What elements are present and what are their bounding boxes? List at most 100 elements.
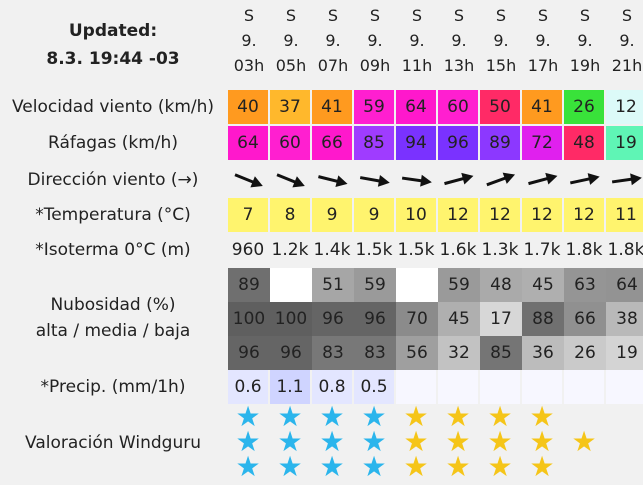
precip-cell: 0.6	[228, 370, 268, 404]
precip-cell: 1.1	[270, 370, 310, 404]
wind-speed-cell: 41	[522, 90, 562, 124]
cloud-low-cell: 96	[228, 336, 270, 370]
column-day: S	[369, 6, 381, 25]
star-icon: ★	[571, 425, 597, 458]
cloud-mid-cell: 17	[480, 302, 522, 336]
label-clouds-line1: Nubosidad (%)	[50, 295, 176, 315]
wind-direction-arrow	[564, 163, 604, 197]
cloud-high-cell	[270, 268, 312, 302]
cloud-mid-cell: 38	[606, 302, 643, 336]
label-precip: *Precip. (mm/1h)	[40, 377, 186, 397]
cloud-mid-cell: 66	[564, 302, 606, 336]
wind-speed-cell: 40	[228, 90, 268, 124]
cloud-high-cell: 63	[564, 268, 606, 302]
isotherm-cell: 1.5k	[397, 240, 435, 260]
wind-speed-cell: 60	[438, 90, 478, 124]
column-hour: 15h	[485, 56, 517, 75]
column-date: 9.	[577, 31, 593, 50]
star-icon: ★	[319, 425, 345, 458]
gust-cell: 96	[438, 126, 478, 160]
wind-speed-cell: 37	[270, 90, 310, 124]
temperature-cell: 10	[396, 198, 436, 232]
column-date: 9.	[493, 31, 509, 50]
star-icon: ★	[445, 450, 471, 483]
cloud-mid-cell: 96	[312, 302, 354, 336]
star-icon: ★	[361, 450, 387, 483]
cloud-high-cell: 89	[228, 268, 270, 302]
cloud-low-cell: 26	[564, 336, 606, 370]
column-date: 9.	[325, 31, 341, 50]
column-day: S	[327, 6, 339, 25]
wind-speed-cell: 41	[312, 90, 352, 124]
star-icon: ★	[361, 425, 387, 458]
gust-cell: 66	[312, 126, 352, 160]
column-hour: 03h	[233, 56, 265, 75]
column-day: S	[453, 6, 465, 25]
updated-block: Updated: 8.3. 19:44 -03	[0, 0, 226, 90]
temperature-cell: 12	[480, 198, 520, 232]
column-day: S	[579, 6, 591, 25]
cloud-high-cell: 64	[606, 268, 643, 302]
cloud-high-cell: 51	[312, 268, 354, 302]
cloud-low-cell: 83	[354, 336, 396, 370]
wind-direction-arrow	[522, 163, 562, 197]
temperature-cell: 12	[522, 198, 562, 232]
column-day: S	[243, 6, 255, 25]
cloud-mid-cell: 88	[522, 302, 564, 336]
precip-cell	[522, 370, 562, 404]
temperature-cell: 7	[228, 198, 268, 232]
cloud-high-cell: 59	[354, 268, 396, 302]
cloud-low-cell: 36	[522, 336, 564, 370]
isotherm-cell: 1.5k	[355, 240, 393, 260]
star-icon: ★	[487, 450, 513, 483]
star-icon: ★	[319, 450, 345, 483]
cloud-low-cell: 19	[606, 336, 643, 370]
wind-direction-arrow	[270, 163, 310, 197]
column-date: 9.	[535, 31, 551, 50]
precip-cell: 0.5	[354, 370, 394, 404]
wind-direction-arrow	[312, 163, 352, 197]
column-date: 9.	[619, 31, 635, 50]
isotherm-cell: 1.8k	[565, 240, 603, 260]
cloud-high-cell	[396, 268, 438, 302]
wind-direction-arrow	[606, 163, 643, 197]
column-hour: 11h	[401, 56, 433, 75]
gust-cell: 48	[564, 126, 604, 160]
wind-speed-cell: 64	[396, 90, 436, 124]
cloud-high-cell: 59	[438, 268, 480, 302]
gust-cell: 19	[606, 126, 643, 160]
wind-speed-cell: 59	[354, 90, 394, 124]
gust-cell: 85	[354, 126, 394, 160]
column-day: S	[411, 6, 423, 25]
column-hour: 05h	[275, 56, 307, 75]
label-temperature: *Temperatura (°C)	[35, 205, 191, 225]
star-icon: ★	[235, 425, 261, 458]
label-direction: Dirección viento (→)	[27, 170, 199, 190]
column-hour: 09h	[359, 56, 391, 75]
star-icon: ★	[529, 400, 555, 433]
precip-cell	[606, 370, 643, 404]
column-hour: 13h	[443, 56, 475, 75]
column-hour: 07h	[317, 56, 349, 75]
star-icon: ★	[319, 400, 345, 433]
temperature-cell: 12	[564, 198, 604, 232]
column-day: S	[495, 6, 507, 25]
label-wind: Velocidad viento (km/h)	[11, 97, 215, 117]
temperature-cell: 12	[438, 198, 478, 232]
wind-speed-cell: 12	[606, 90, 643, 124]
star-icon: ★	[235, 450, 261, 483]
updated-time: 8.3. 19:44 -03	[46, 49, 180, 69]
column-date: 9.	[241, 31, 257, 50]
star-icon: ★	[529, 450, 555, 483]
label-clouds: Nubosidad (%) alta / media / baja	[0, 268, 226, 368]
column-hour: 17h	[527, 56, 559, 75]
cloud-mid-cell: 96	[354, 302, 396, 336]
column-day: S	[285, 6, 297, 25]
cloud-low-cell: 85	[480, 336, 522, 370]
star-icon: ★	[487, 400, 513, 433]
star-icon: ★	[529, 425, 555, 458]
temperature-cell: 11	[606, 198, 643, 232]
gust-cell: 94	[396, 126, 436, 160]
label-clouds-line2: alta / media / baja	[35, 321, 191, 341]
star-icon: ★	[277, 425, 303, 458]
